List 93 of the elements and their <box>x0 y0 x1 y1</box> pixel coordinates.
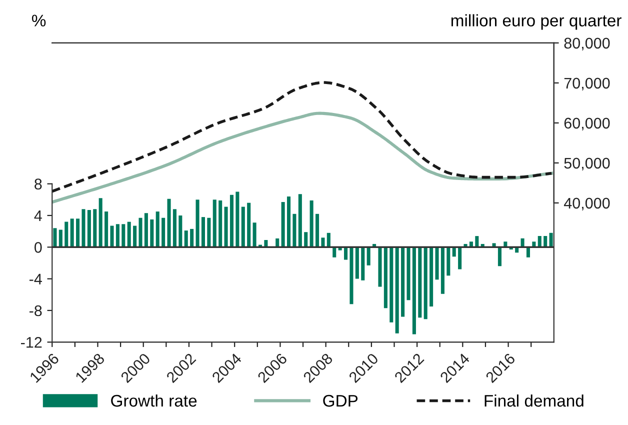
bar <box>286 196 291 248</box>
y-tick-label: -12 <box>21 336 42 348</box>
bar <box>532 242 536 248</box>
bar <box>64 222 68 248</box>
bar <box>70 218 74 248</box>
bar <box>87 210 91 248</box>
bar <box>395 247 399 334</box>
bar <box>292 214 296 248</box>
bar <box>133 226 137 248</box>
bar <box>218 200 222 248</box>
bar <box>544 236 548 248</box>
bar <box>172 209 176 248</box>
bar <box>430 247 434 307</box>
bar <box>178 215 182 248</box>
bar <box>241 206 245 248</box>
bar <box>104 212 108 248</box>
bar <box>435 247 439 280</box>
bar <box>475 236 479 248</box>
legend-label: Final demand <box>484 394 584 407</box>
y-axis-title: % <box>32 14 46 26</box>
bar <box>252 222 256 248</box>
bar <box>315 214 320 248</box>
bar <box>144 213 148 248</box>
bar <box>201 217 205 248</box>
bar <box>350 247 354 304</box>
bar <box>355 247 359 279</box>
bar <box>276 238 280 248</box>
bar <box>384 247 388 308</box>
bar <box>127 222 131 248</box>
bar <box>82 209 86 248</box>
bar <box>304 232 308 248</box>
bar <box>122 224 126 248</box>
bar <box>332 247 336 258</box>
bar <box>184 230 188 248</box>
bar <box>98 198 102 248</box>
bar <box>247 202 251 248</box>
bar <box>236 192 240 248</box>
bar <box>538 236 542 248</box>
y2-tick-label: 40,000 <box>564 198 610 210</box>
bar <box>469 242 473 248</box>
bar <box>298 194 302 248</box>
bar <box>412 247 416 334</box>
y2-tick-label: 70,000 <box>564 78 610 90</box>
y2-axis-title: million euro per quarter <box>451 14 622 30</box>
bar <box>440 247 444 294</box>
y-tick-label: 4 <box>34 210 42 222</box>
y2-tick-label: 60,000 <box>564 118 610 130</box>
bar <box>366 247 370 266</box>
bar <box>93 209 97 248</box>
bar <box>156 212 160 248</box>
y2-tick-label: 50,000 <box>564 158 610 170</box>
bar <box>310 200 314 248</box>
legend-label: Growth rate <box>111 394 197 407</box>
bar <box>150 219 154 248</box>
bar <box>264 240 268 248</box>
bar <box>446 247 450 276</box>
y-tick-label: -4 <box>29 274 42 284</box>
bar <box>418 247 422 318</box>
bar <box>390 247 394 322</box>
bar <box>110 226 114 248</box>
bar <box>344 247 348 260</box>
y2-tick-label: 80,000 <box>564 38 610 50</box>
bar <box>361 247 365 280</box>
bar <box>138 218 142 248</box>
bar <box>167 198 171 248</box>
bar <box>224 206 228 248</box>
bar <box>520 238 524 248</box>
bar <box>230 194 234 248</box>
bar <box>498 247 502 266</box>
bar <box>207 218 211 248</box>
bar <box>162 218 166 248</box>
y-tick-label: 0 <box>34 242 42 253</box>
bar <box>190 228 194 248</box>
bar <box>378 247 382 287</box>
bar <box>281 202 285 248</box>
y-tick-label: 8 <box>34 178 42 190</box>
bar <box>458 247 462 270</box>
bar <box>504 242 508 248</box>
bar <box>196 200 200 248</box>
bar <box>76 218 80 248</box>
bar <box>53 228 57 248</box>
bar <box>212 200 216 248</box>
bar <box>401 247 405 317</box>
bar <box>58 230 62 248</box>
bar <box>326 232 330 248</box>
y-tick-label: -8 <box>29 305 42 316</box>
bar <box>549 232 553 248</box>
bar <box>406 247 410 300</box>
legend-label: GDP <box>323 394 358 407</box>
bar <box>526 247 530 258</box>
bar <box>321 238 325 248</box>
bar <box>116 224 120 248</box>
bar <box>424 247 428 320</box>
